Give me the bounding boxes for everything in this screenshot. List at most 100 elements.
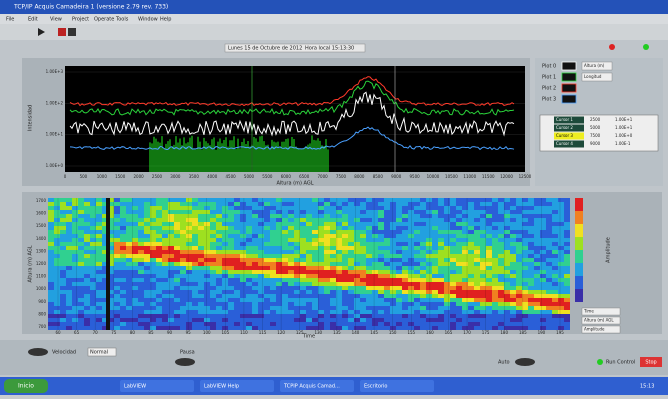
heat-cell [432,314,438,318]
heat-cell [390,294,396,298]
menu-item[interactable]: Operate [94,17,114,23]
task-button[interactable] [360,380,434,392]
toggle[interactable] [515,358,535,366]
heat-cell [528,218,534,222]
heat-cell [132,226,138,230]
heat-cell [360,218,366,222]
toggle[interactable] [175,358,195,366]
x-tick-label: 190 [538,330,546,335]
heat-cell [126,202,132,206]
x-tick-label: 12500 [519,174,532,179]
heat-cell [252,266,258,270]
heat-cell [186,242,192,246]
heat-cell [264,218,270,222]
heat-cell [480,298,486,302]
heat-cell [342,202,348,206]
heat-cell [360,298,366,302]
heat-cell [246,306,252,310]
heat-cell [144,266,150,270]
heat-cell [378,202,384,206]
heat-cell [564,198,570,202]
heat-cell [162,262,168,266]
heat-cell [186,286,192,290]
heat-cell [216,302,222,306]
task-button[interactable] [280,380,354,392]
speed-box[interactable] [87,347,117,357]
heat-cell [84,326,90,330]
heat-cell [462,286,468,290]
heat-cell [114,318,120,322]
heat-cell [486,286,492,290]
heat-cell [192,294,198,298]
heat-cell [294,230,300,234]
heat-cell [144,302,150,306]
heat-cell [360,250,366,254]
menu-item[interactable]: Project [72,17,89,23]
plot-swatch[interactable] [561,72,577,82]
heat-cell [144,210,150,214]
heat-cell [336,198,342,202]
heat-cell [342,310,348,314]
heat-cell [102,254,108,258]
heat-cell [204,298,210,302]
heat-cell [366,198,372,202]
heat-cell [336,222,342,226]
heat-cell [450,254,456,258]
plot-swatch[interactable] [561,83,577,93]
start-button[interactable] [4,379,48,393]
heat-cell [204,270,210,274]
heat-cell [240,254,246,258]
heat-cell [324,314,330,318]
abort-button[interactable] [58,28,66,36]
task-button[interactable] [200,380,274,392]
plot-swatch[interactable] [561,94,577,104]
heat-cell [102,226,108,230]
heat-cell [456,314,462,318]
heat-cell [192,322,198,326]
heat-cell [282,234,288,238]
heat-cell [552,206,558,210]
pause-button[interactable] [68,28,76,36]
heat-cell [312,206,318,210]
heat-cell [108,310,114,314]
heat-cell [402,218,408,222]
menu-item[interactable]: Window [138,17,158,23]
heat-cell [276,234,282,238]
heat-cell [492,322,498,326]
heat-cell [54,310,60,314]
heat-cell [402,318,408,322]
heat-cell [306,202,312,206]
toggle[interactable] [28,348,48,356]
run-button[interactable] [38,28,45,36]
heat-cell [366,254,372,258]
heat-cell [396,326,402,330]
heat-cell [168,242,174,246]
menu-item[interactable]: View [50,17,62,23]
menu-item[interactable]: File [6,17,14,23]
heat-cell [114,286,120,290]
heat-cell [90,274,96,278]
heat-cell [60,318,66,322]
menu-item[interactable]: Tools [115,17,129,23]
task-button[interactable] [120,380,194,392]
menu-item[interactable]: Help [160,17,171,23]
heat-cell [444,234,450,238]
heat-cell [438,306,444,310]
heat-cell [258,198,264,202]
heat-cell [264,206,270,210]
field [581,61,613,71]
heat-cell [318,254,324,258]
heat-cell [324,210,330,214]
plot-swatch[interactable] [561,61,577,71]
heat-cell [522,266,528,270]
heat-cell [402,310,408,314]
heat-cell [456,310,462,314]
heat-cell [444,278,450,282]
menu-item[interactable]: Edit [28,17,38,23]
heat-cell [174,302,180,306]
heat-cell [450,302,456,306]
heat-cell [360,306,366,310]
stop-button[interactable] [640,357,662,367]
heat-cell [408,198,414,202]
cursor-x: 2500 [590,117,601,122]
